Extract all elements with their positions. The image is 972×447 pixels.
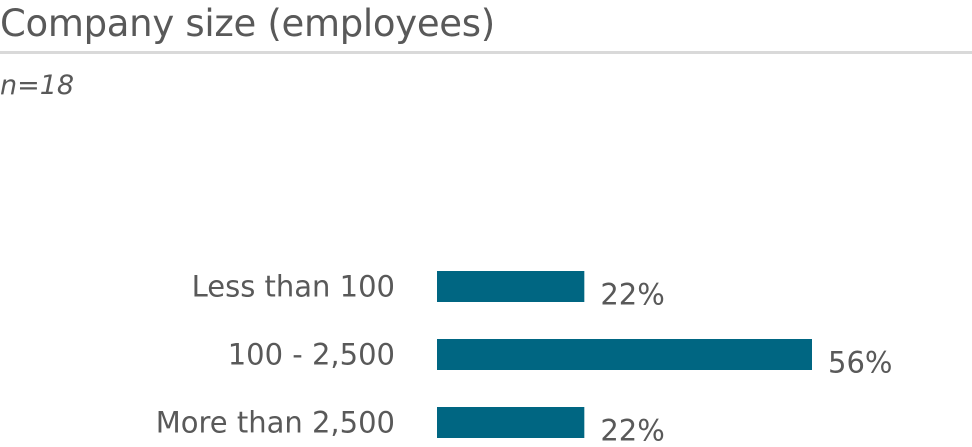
bar bbox=[437, 271, 585, 302]
value-label: 56% bbox=[828, 346, 892, 380]
chart-title: Company size (employees) bbox=[0, 2, 495, 45]
category-label: 100 - 2,500 bbox=[228, 338, 395, 372]
value-label: 22% bbox=[600, 414, 664, 447]
sample-size-label: n=18 bbox=[0, 70, 75, 101]
bar bbox=[437, 407, 585, 438]
bar bbox=[437, 339, 812, 370]
title-divider bbox=[0, 51, 972, 54]
value-label: 22% bbox=[600, 278, 664, 312]
category-label: More than 2,500 bbox=[156, 406, 395, 440]
category-label: Less than 100 bbox=[192, 270, 395, 304]
